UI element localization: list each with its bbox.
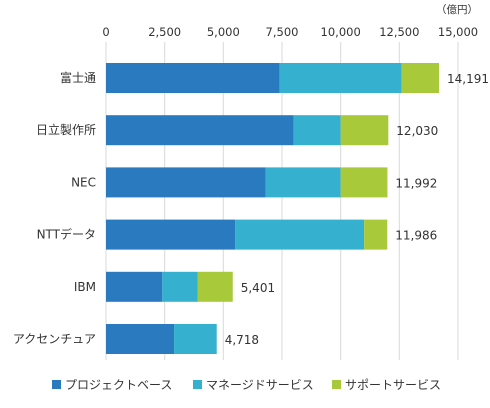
bar-segment	[106, 324, 175, 354]
bar-segment	[340, 115, 389, 146]
x-tick-label: 5,000	[207, 25, 240, 39]
category-label: アクセンチュア	[13, 332, 96, 346]
legend-label: サポートサービス	[345, 378, 441, 392]
total-labels: 14,191 12,030 11,992 11,986 5,401 4,718	[225, 72, 489, 347]
total-value-label: 4,718	[225, 333, 259, 347]
bar-segment	[106, 115, 294, 146]
bar-segment	[106, 167, 266, 198]
category-label: IBM	[74, 280, 96, 294]
x-tick-label: 7,500	[266, 25, 299, 39]
x-tick-label: 10,000	[321, 25, 361, 39]
bar-segment	[106, 63, 280, 93]
bar-segment	[340, 167, 388, 198]
x-tick-label: 2,500	[148, 25, 181, 39]
total-value-label: 5,401	[241, 281, 275, 295]
bars	[106, 63, 440, 354]
bar-segment	[364, 219, 388, 250]
legend-swatch	[332, 380, 341, 389]
category-label: NTTデータ	[37, 227, 96, 242]
bar-segment	[401, 63, 440, 93]
x-tick-label: 15,000	[438, 25, 478, 39]
total-value-label: 14,191	[447, 72, 489, 86]
bar-segment	[293, 115, 341, 146]
bar-segment	[106, 271, 163, 302]
gridlines	[105, 42, 459, 360]
legend: プロジェクトベース マネージドサービス サポートサービス	[52, 378, 441, 392]
bar-segment	[197, 271, 233, 302]
total-value-label: 11,986	[395, 229, 437, 243]
legend-swatch	[52, 380, 61, 389]
x-tick-label: 0	[102, 25, 109, 39]
legend-label: マネージドサービス	[206, 378, 314, 392]
bar-segment	[235, 219, 365, 250]
category-label: 富士通	[60, 70, 96, 85]
bar-segment	[162, 271, 198, 302]
legend-label: プロジェクトベース	[65, 378, 172, 392]
bar-segment	[174, 324, 217, 354]
unit-label: （億円）	[436, 3, 478, 16]
bar-segment	[279, 63, 402, 93]
x-axis-ticks: 0 2,500 5,000 7,500 10,000 12,500 15,000	[102, 25, 478, 39]
category-label: NEC	[71, 175, 96, 189]
category-label: 日立製作所	[36, 122, 96, 137]
total-value-label: 11,992	[395, 176, 437, 190]
total-value-label: 12,030	[396, 124, 438, 138]
bar-segment	[106, 219, 236, 250]
bar-segment	[265, 167, 341, 198]
legend-swatch	[193, 380, 202, 389]
x-tick-label: 12,500	[379, 25, 419, 39]
